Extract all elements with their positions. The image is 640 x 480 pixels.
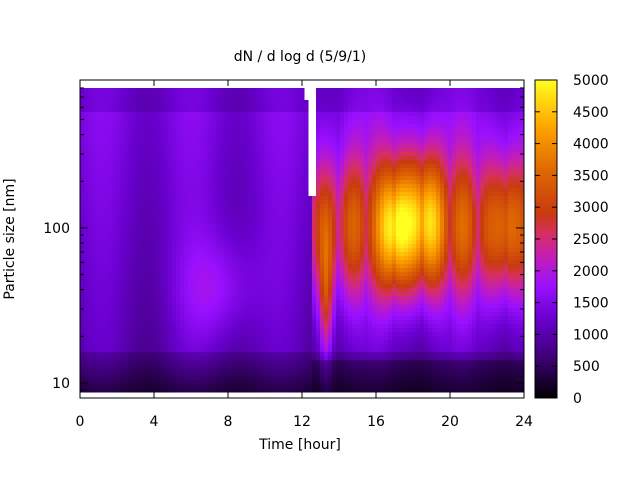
x-tick-label: 8 bbox=[224, 414, 233, 430]
x-tick-label: 16 bbox=[367, 414, 385, 430]
y-tick-label: 100 bbox=[43, 221, 70, 237]
colorbar-tick-label: 5000 bbox=[573, 73, 609, 89]
colorbar-tick-label: 2500 bbox=[573, 232, 609, 248]
colorbar-tick-label: 3500 bbox=[573, 168, 609, 184]
colorbar-ticks: 0 500 1000 1500 2000 2500 3000 3500 4000 4500 5000 bbox=[535, 73, 609, 407]
x-axis-label: Time [hour] bbox=[258, 437, 341, 453]
x-tick-label: 4 bbox=[150, 414, 159, 430]
x-tick-label: 24 bbox=[515, 414, 533, 430]
y-axis-label: Particle size [nm] bbox=[2, 178, 18, 299]
x-axis-ticks: 0 4 8 12 16 20 24 bbox=[76, 80, 533, 430]
colorbar-tick-label: 4500 bbox=[573, 105, 609, 121]
colorbar-tick-label: 1000 bbox=[573, 327, 609, 343]
x-tick-label: 0 bbox=[76, 414, 85, 430]
colorbar-tick-label: 1500 bbox=[573, 296, 609, 312]
y-tick-label: 10 bbox=[52, 376, 70, 392]
colorbar-tick-label: 4000 bbox=[573, 137, 609, 153]
y-axis-ticks: 10 100 bbox=[43, 79, 524, 399]
colorbar-tick-label: 500 bbox=[573, 359, 600, 375]
x-tick-label: 12 bbox=[293, 414, 311, 430]
colorbar-tick-label: 2000 bbox=[573, 264, 609, 280]
chart-title: dN / d log d (5/9/1) bbox=[234, 49, 367, 65]
x-tick-label: 20 bbox=[441, 414, 459, 430]
colorbar-tick-label: 0 bbox=[573, 391, 582, 407]
colorbar-tick-label: 3000 bbox=[573, 200, 609, 216]
heatmap-area bbox=[80, 88, 525, 393]
